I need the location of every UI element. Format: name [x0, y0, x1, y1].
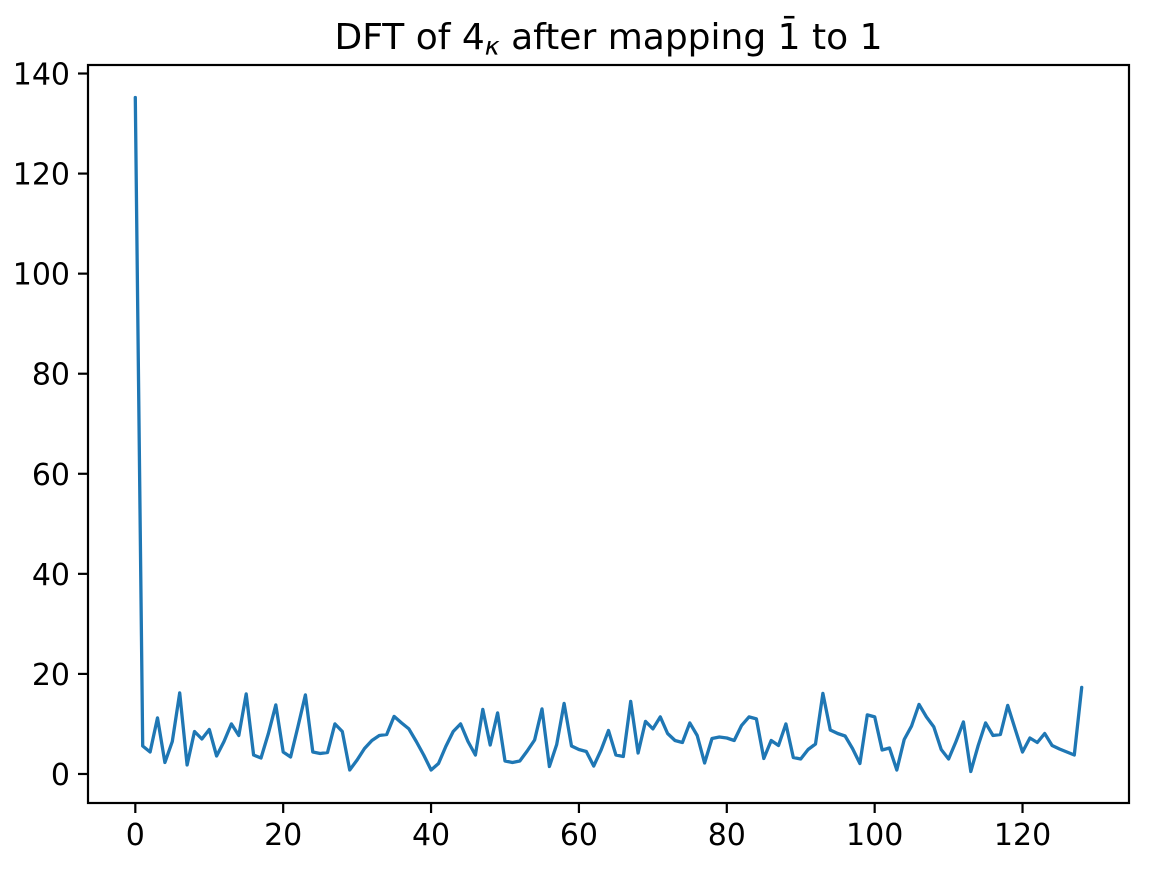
chart-title-prefix: DFT of 4 — [334, 17, 485, 58]
x-tick-label: 120 — [994, 818, 1051, 853]
x-tick-label: 40 — [412, 818, 450, 853]
y-tick-label: 100 — [13, 258, 70, 293]
plot-border — [86, 63, 1131, 805]
x-tick-label: 20 — [264, 818, 302, 853]
y-tick-label: 80 — [32, 358, 70, 393]
x-tick-label: 0 — [126, 818, 145, 853]
y-tick-label: 60 — [32, 458, 70, 493]
chart-title: DFT of 4κ after mapping 1̄ to 1 — [88, 16, 1129, 69]
x-tick-label: 80 — [708, 818, 746, 853]
chart-title-subscript-kappa: κ — [484, 31, 500, 61]
y-tick-label: 140 — [13, 58, 70, 93]
y-tick-label: 20 — [32, 658, 70, 693]
x-tick-label: 60 — [560, 818, 598, 853]
x-tick-label: 100 — [846, 818, 903, 853]
plot-area — [88, 65, 1129, 803]
y-tick-label: 120 — [13, 158, 70, 193]
dft-magnitude-line — [133, 95, 1084, 774]
chart-title-suffix: after mapping 1̄ to 1 — [499, 17, 883, 58]
y-tick-label: 40 — [32, 558, 70, 593]
y-tick-label: 0 — [51, 758, 70, 793]
